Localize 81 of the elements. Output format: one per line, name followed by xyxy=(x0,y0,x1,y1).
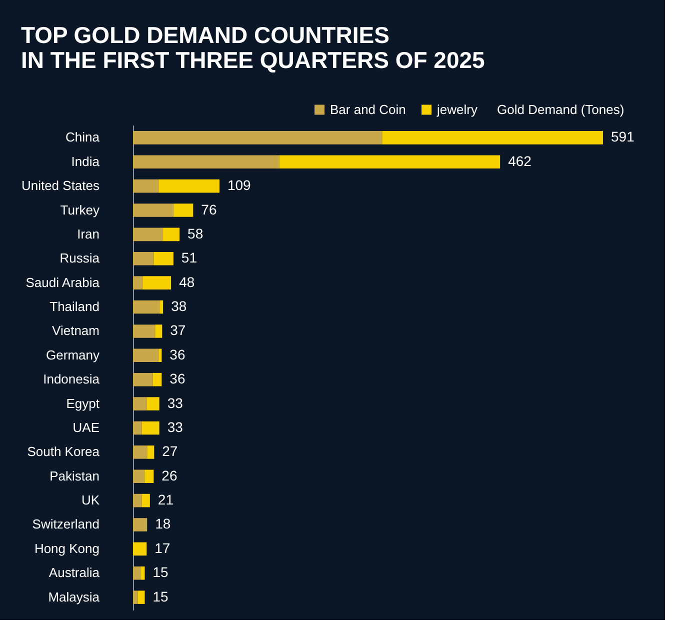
bar xyxy=(133,324,156,338)
y-tick-label: United States xyxy=(21,178,100,194)
y-tick-label: Hong Kong xyxy=(34,540,100,556)
bar xyxy=(133,228,163,242)
y-tick-label: Malaysia xyxy=(48,589,100,604)
y-tick-label: South Korea xyxy=(27,444,100,460)
bar xyxy=(144,470,154,484)
bar xyxy=(133,204,174,217)
y-tick-label: Saudi Arabia xyxy=(26,274,100,290)
y-tick-label: Australia xyxy=(48,565,100,580)
y-tick-label: Egypt xyxy=(66,396,100,411)
bar xyxy=(133,566,141,580)
bar xyxy=(147,446,154,459)
y-tick-label: Thailand xyxy=(50,299,100,314)
y-tick-label: UK xyxy=(81,492,100,508)
bar xyxy=(133,397,147,410)
annotation: 33 xyxy=(167,394,184,411)
annotation: 38 xyxy=(171,298,187,314)
annotation: 109 xyxy=(227,177,252,194)
annotation: 462 xyxy=(508,152,532,169)
bar xyxy=(133,348,158,362)
bar xyxy=(158,179,220,193)
bar xyxy=(133,276,142,290)
bar xyxy=(133,470,144,484)
y-tick-label: Indonesia xyxy=(43,372,100,387)
bar xyxy=(133,300,160,314)
bar xyxy=(155,324,162,338)
y-tick-label: Iran xyxy=(77,226,100,242)
bar xyxy=(152,372,162,386)
annotation: 26 xyxy=(162,467,178,484)
bar xyxy=(133,542,147,556)
bar xyxy=(142,421,160,435)
annotation: 15 xyxy=(152,588,169,604)
bar xyxy=(142,276,172,290)
bar xyxy=(133,252,154,266)
annotation: 48 xyxy=(179,274,195,290)
y-tick-label: Switzerland xyxy=(32,516,100,532)
annotation: 17 xyxy=(154,540,170,556)
annotation: 21 xyxy=(158,492,174,508)
bar xyxy=(146,397,160,410)
chart-title: TOP GOLD DEMAND COUNTRIES IN THE FIRST THREE QUARTERS OF 2025 xyxy=(20,22,486,73)
annotation: 591 xyxy=(611,128,635,145)
bar xyxy=(133,421,142,435)
y-tick-label: Pakistan xyxy=(50,468,100,484)
annotation: 33 xyxy=(167,418,184,435)
bar xyxy=(133,518,148,532)
annotation: 18 xyxy=(155,516,171,532)
bar xyxy=(173,204,194,217)
bar xyxy=(162,228,180,242)
annotation: 15 xyxy=(152,564,169,580)
y-tick-label: Vietnam xyxy=(52,323,100,338)
annotation: 36 xyxy=(170,370,186,387)
bar xyxy=(133,494,142,508)
bar xyxy=(133,131,382,144)
legend-label: Bar and Coin xyxy=(330,102,406,117)
annotation: 76 xyxy=(201,201,217,218)
y-tick-label: Germany xyxy=(46,347,100,362)
annotation: 27 xyxy=(162,443,178,460)
y-tick-label: China xyxy=(66,130,100,145)
bar xyxy=(142,494,150,508)
bar xyxy=(382,131,603,144)
bar xyxy=(133,155,280,169)
bar xyxy=(138,590,145,604)
legend-title: Gold Demand (Tones) xyxy=(497,102,624,117)
annotation: 58 xyxy=(188,225,204,242)
bar xyxy=(154,252,174,266)
annotation: 51 xyxy=(181,250,198,266)
annotation: 37 xyxy=(170,322,186,338)
bar xyxy=(133,179,158,193)
y-tick-label: Russia xyxy=(60,250,100,266)
bar xyxy=(279,155,500,169)
y-tick-label: India xyxy=(71,154,100,169)
bar xyxy=(133,446,148,459)
y-tick-label: UAE xyxy=(72,420,100,435)
bar xyxy=(140,566,145,580)
y-tick-label: Turkey xyxy=(60,202,100,218)
bar xyxy=(133,590,138,604)
bar xyxy=(159,300,164,314)
legend-label: jewelry xyxy=(436,102,478,117)
annotation: 36 xyxy=(170,346,186,362)
bar xyxy=(133,372,153,386)
